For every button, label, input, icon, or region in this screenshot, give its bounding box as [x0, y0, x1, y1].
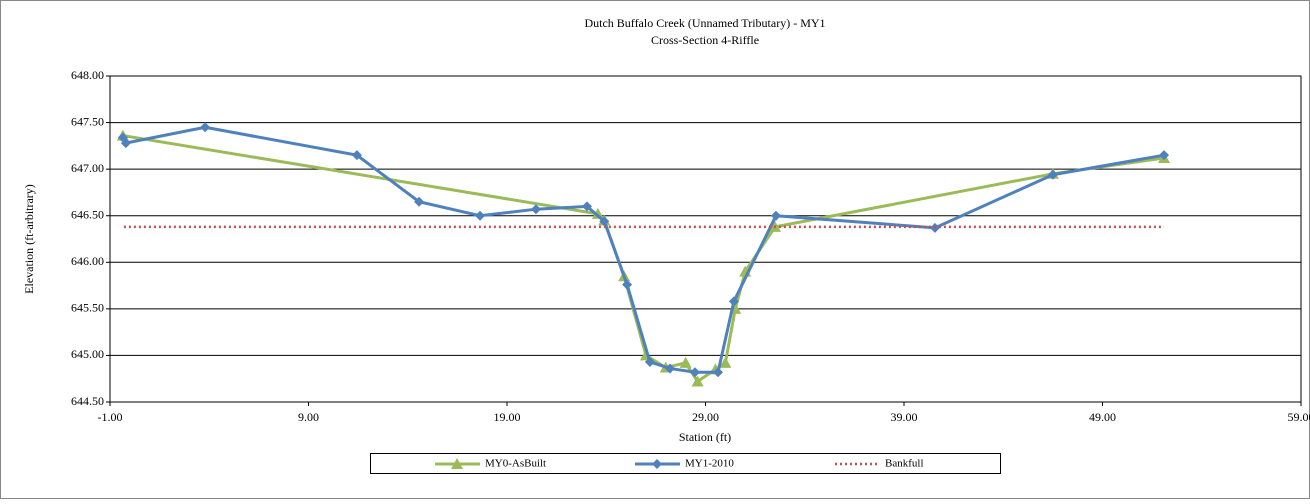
chart-title: Dutch Buffalo Creek (Unnamed Tributary) …	[584, 16, 825, 30]
legend-label: MY0-AsBuilt	[485, 458, 546, 470]
x-tick-label: 29.00	[692, 410, 719, 424]
y-tick-label: 645.50	[71, 301, 104, 315]
x-axis-label: Station (ft)	[679, 430, 731, 444]
y-tick-label: 648.00	[71, 68, 104, 82]
y-tick-label: 647.00	[71, 161, 104, 175]
y-tick-label: 646.50	[71, 207, 104, 221]
x-tick-label: 39.00	[891, 410, 918, 424]
x-tick-label: 19.00	[494, 410, 521, 424]
plot-area	[110, 76, 1301, 402]
x-tick-label: -1.00	[98, 410, 123, 424]
legend-label: Bankfull	[885, 458, 924, 470]
x-tick-label: 9.00	[298, 410, 319, 424]
chart-subtitle: Cross-Section 4-Riffle	[651, 33, 759, 47]
legend-label: MY1-2010	[685, 458, 734, 470]
x-tick-label: 59.00	[1288, 410, 1310, 424]
y-axis-label: Elevation (ft-arbitrary)	[22, 184, 36, 294]
y-tick-label: 647.50	[71, 114, 104, 128]
x-tick-label: 49.00	[1089, 410, 1116, 424]
y-tick-label: 645.00	[71, 347, 104, 361]
y-tick-label: 646.00	[71, 254, 104, 268]
y-tick-label: 644.50	[71, 394, 104, 408]
